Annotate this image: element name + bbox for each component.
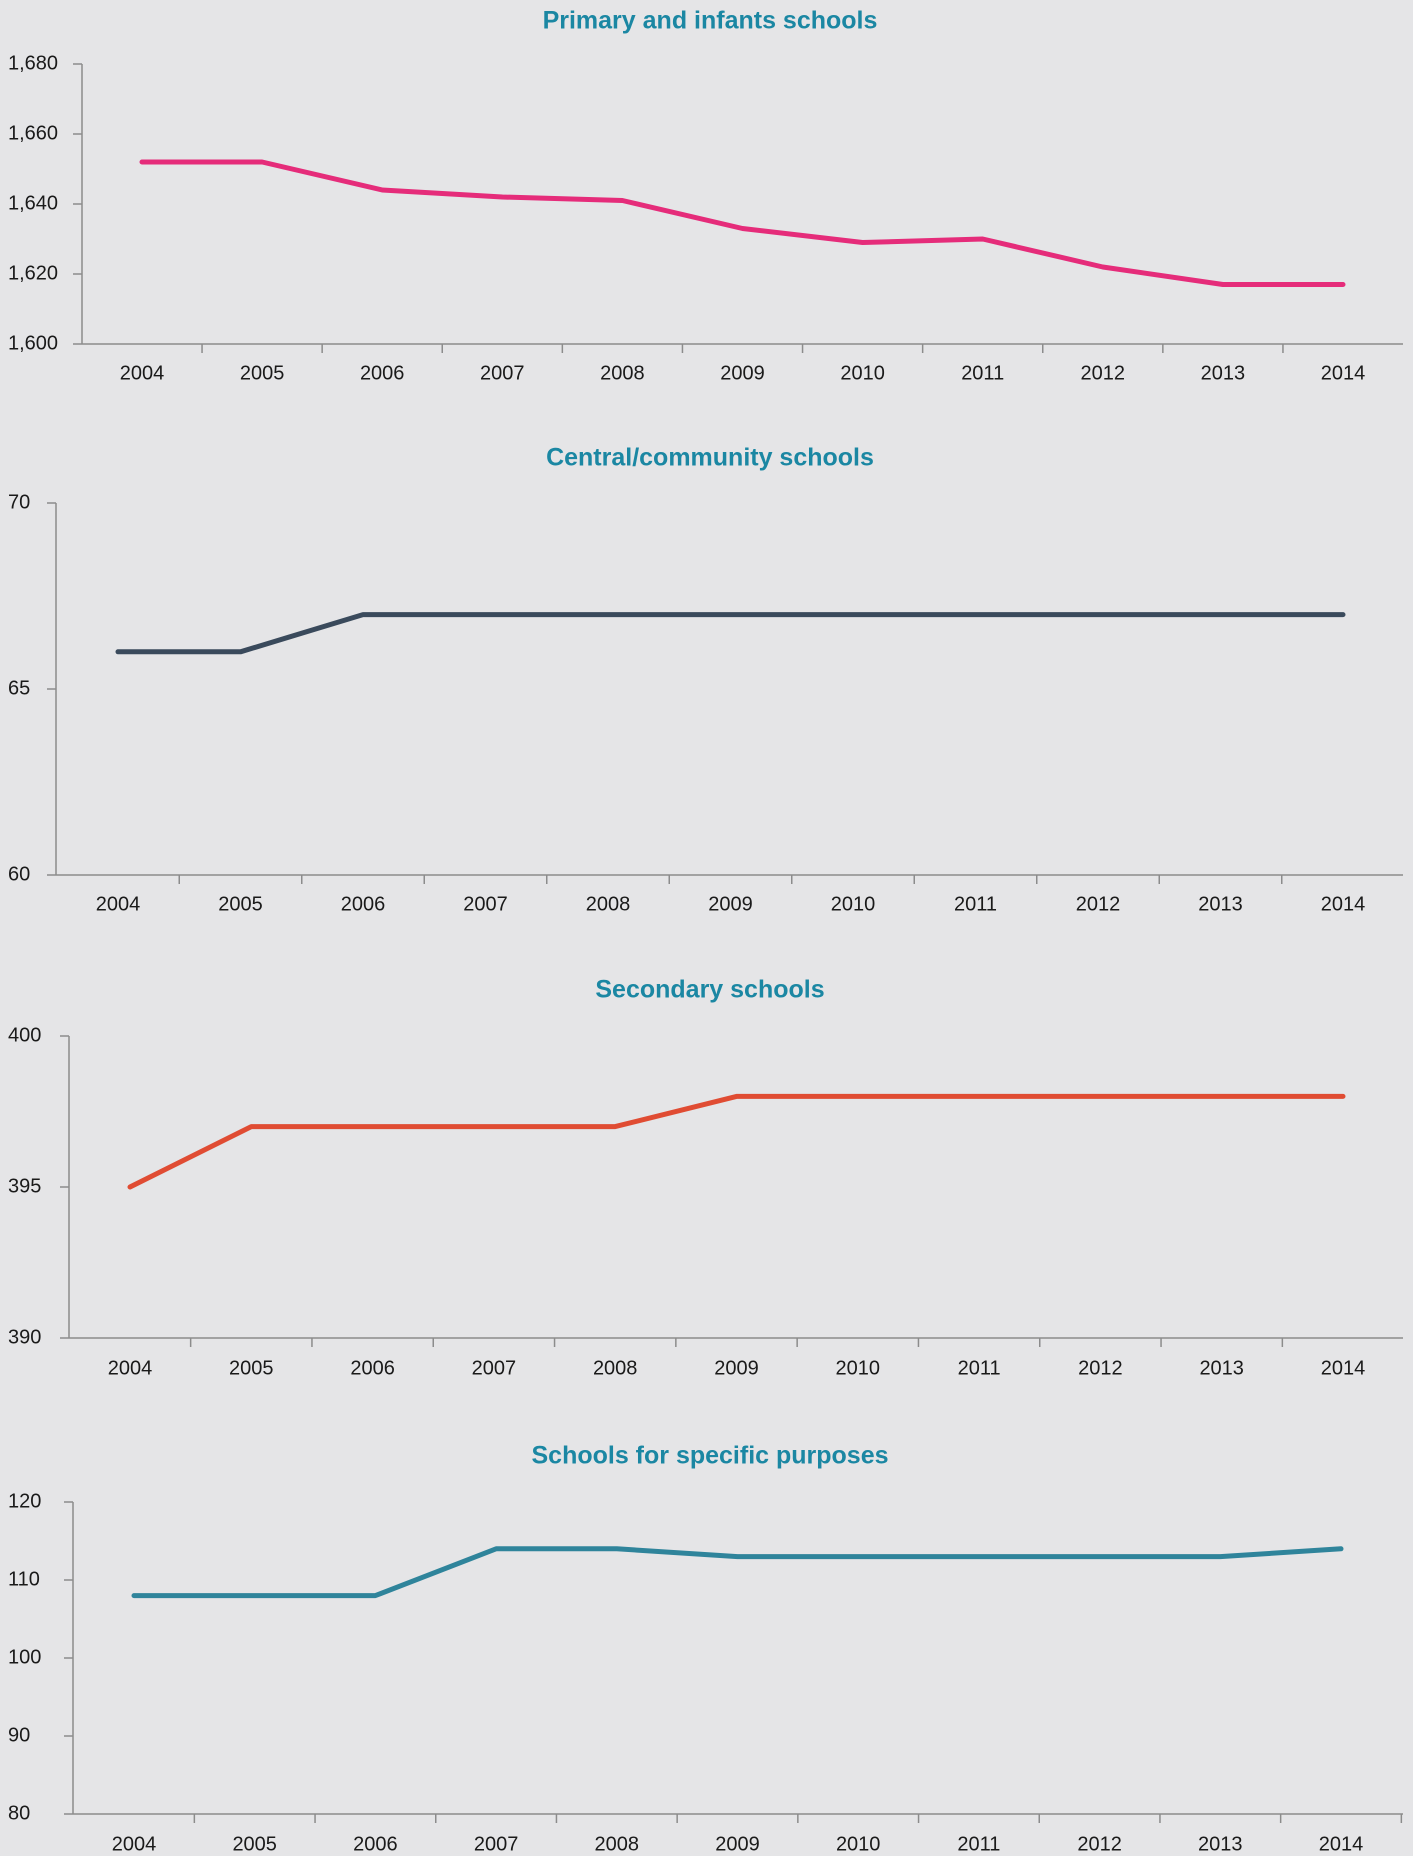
chart-2-x-tick-label: 2007 bbox=[463, 893, 508, 915]
chart-1-x-tick-label: 2007 bbox=[480, 362, 525, 384]
chart-1-x-tick-label: 2011 bbox=[961, 362, 1004, 384]
chart-4-x-tick-label: 2007 bbox=[474, 1833, 519, 1855]
chart-2-y-tick-label: 70 bbox=[8, 491, 30, 513]
chart-3-y-tick-label: 395 bbox=[8, 1175, 41, 1197]
chart-4-y-tick-label: 90 bbox=[8, 1724, 30, 1746]
chart-1-x-tick-label: 2006 bbox=[360, 362, 405, 384]
chart-4-y-tick-label: 120 bbox=[8, 1490, 41, 1512]
chart-3-x-tick-label: 2005 bbox=[229, 1357, 274, 1379]
chart-3-x-tick-label: 2010 bbox=[836, 1357, 881, 1379]
chart-3-title: Secondary schools bbox=[595, 976, 824, 1004]
chart-4-x-tick-label: 2012 bbox=[1077, 1833, 1122, 1855]
chart-4-x-tick-label: 2005 bbox=[232, 1833, 277, 1855]
chart-4-x-tick-label: 2006 bbox=[353, 1833, 398, 1855]
chart-1-y-tick-label: 1,660 bbox=[8, 122, 58, 144]
chart-1-x-tick-label: 2005 bbox=[240, 362, 285, 384]
chart-3-x-tick-label: 2013 bbox=[1199, 1357, 1244, 1379]
chart-3-x-tick-label: 2014 bbox=[1321, 1357, 1366, 1379]
chart-4-title: Schools for specific purposes bbox=[531, 1442, 888, 1470]
chart-2-x-tick-label: 2004 bbox=[96, 893, 141, 915]
chart-4-x-tick-label: 2014 bbox=[1319, 1833, 1364, 1855]
chart-2-x-tick-label: 2011 bbox=[954, 893, 997, 915]
chart-1-y-tick-label: 1,640 bbox=[8, 192, 58, 214]
chart-3-y-tick-label: 400 bbox=[8, 1024, 41, 1046]
chart-1-x-tick-label: 2013 bbox=[1201, 362, 1246, 384]
chart-4-x-tick-label: 2008 bbox=[595, 1833, 640, 1855]
chart-2-x-tick-label: 2008 bbox=[586, 893, 631, 915]
chart-4-x-tick-label: 2009 bbox=[715, 1833, 760, 1855]
chart-3-x-tick-label: 2012 bbox=[1078, 1357, 1123, 1379]
chart-4-y-tick-label: 80 bbox=[8, 1802, 30, 1824]
chart-1-title: Primary and infants schools bbox=[543, 7, 878, 35]
chart-2-x-tick-label: 2012 bbox=[1076, 893, 1121, 915]
chart-4-x-tick-label: 2013 bbox=[1198, 1833, 1243, 1855]
chart-1-x-tick-label: 2009 bbox=[720, 362, 765, 384]
chart-3-x-tick-label: 2007 bbox=[472, 1357, 517, 1379]
chart-1-series-line bbox=[139, 159, 1346, 287]
chart-4-y-tick-label: 110 bbox=[8, 1568, 40, 1590]
chart-4-y-tick-label: 100 bbox=[8, 1646, 41, 1668]
chart-2-x-tick-label: 2013 bbox=[1198, 893, 1243, 915]
chart-3-y-tick-label: 390 bbox=[8, 1326, 41, 1348]
chart-1-x-tick-label: 2004 bbox=[120, 362, 165, 384]
chart-3-x-tick-label: 2011 bbox=[958, 1357, 1001, 1379]
chart-4-x-tick-label: 2011 bbox=[957, 1833, 1000, 1855]
chart-1-y-tick-label: 1,600 bbox=[8, 332, 58, 354]
chart-4-x-tick-label: 2004 bbox=[112, 1833, 157, 1855]
chart-2-x-tick-label: 2009 bbox=[708, 893, 753, 915]
chart-3-x-tick-label: 2009 bbox=[714, 1357, 759, 1379]
chart-1-x-tick-label: 2010 bbox=[840, 362, 885, 384]
chart-3-series-line bbox=[127, 1093, 1346, 1190]
chart-2-x-tick-label: 2010 bbox=[831, 893, 876, 915]
chart-1-x-tick-label: 2014 bbox=[1321, 362, 1366, 384]
chart-4-x-tick-label: 2010 bbox=[836, 1833, 881, 1855]
chart-2-y-tick-label: 65 bbox=[8, 677, 30, 699]
chart-1-y-tick-label: 1,620 bbox=[8, 262, 58, 284]
chart-2-title: Central/community schools bbox=[546, 444, 874, 472]
chart-1-x-tick-label: 2008 bbox=[600, 362, 645, 384]
chart-2-y-tick-label: 60 bbox=[8, 863, 30, 885]
chart-2-x-tick-label: 2005 bbox=[218, 893, 263, 915]
chart-4-series-line bbox=[131, 1546, 1344, 1599]
chart-2-series-line bbox=[115, 612, 1346, 655]
chart-1-x-tick-label: 2012 bbox=[1081, 362, 1126, 384]
chart-1-y-tick-label: 1,680 bbox=[8, 52, 58, 74]
chart-3-x-tick-label: 2004 bbox=[108, 1357, 153, 1379]
chart-2-x-tick-label: 2006 bbox=[341, 893, 386, 915]
chart-2-x-tick-label: 2014 bbox=[1321, 893, 1366, 915]
chart-3-x-tick-label: 2008 bbox=[593, 1357, 638, 1379]
chart-3-x-tick-label: 2006 bbox=[350, 1357, 395, 1379]
